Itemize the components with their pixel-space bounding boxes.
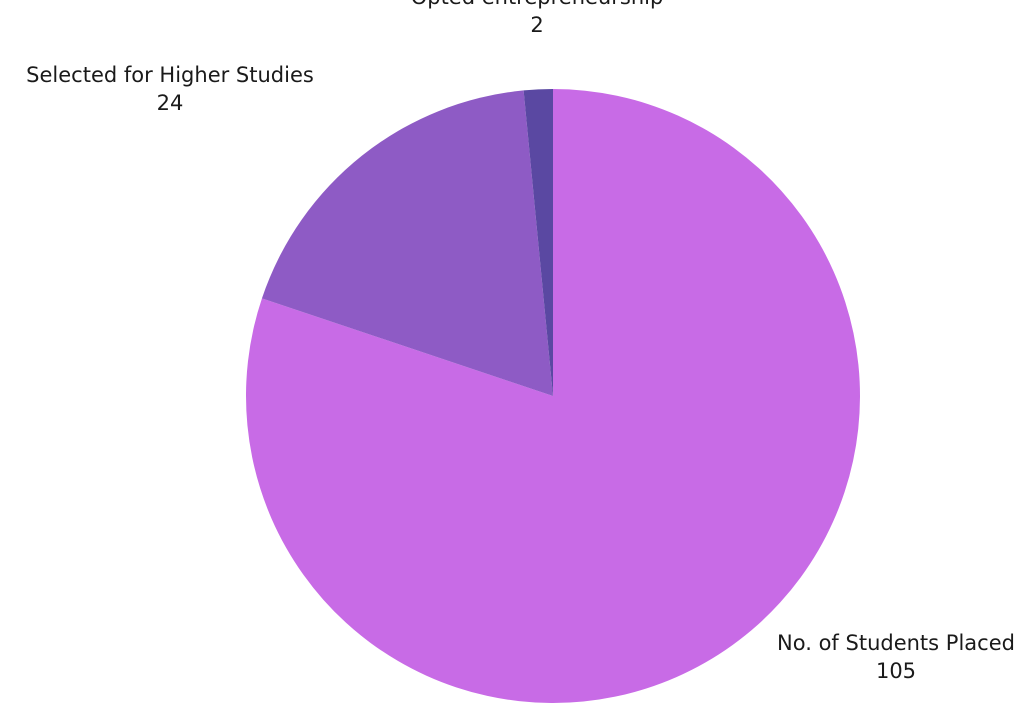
slice-label-category-3: Opted entrepreneurship bbox=[411, 0, 664, 9]
slice-label-value-1: 105 bbox=[876, 659, 916, 683]
slice-label-value-3: 2 bbox=[530, 13, 543, 37]
slice-label-category-2: Selected for Higher Studies bbox=[26, 63, 314, 87]
slice-label-value-2: 24 bbox=[157, 91, 184, 115]
slice-label-category-1: No. of Students Placed bbox=[777, 631, 1015, 655]
pie-slices bbox=[246, 89, 860, 703]
